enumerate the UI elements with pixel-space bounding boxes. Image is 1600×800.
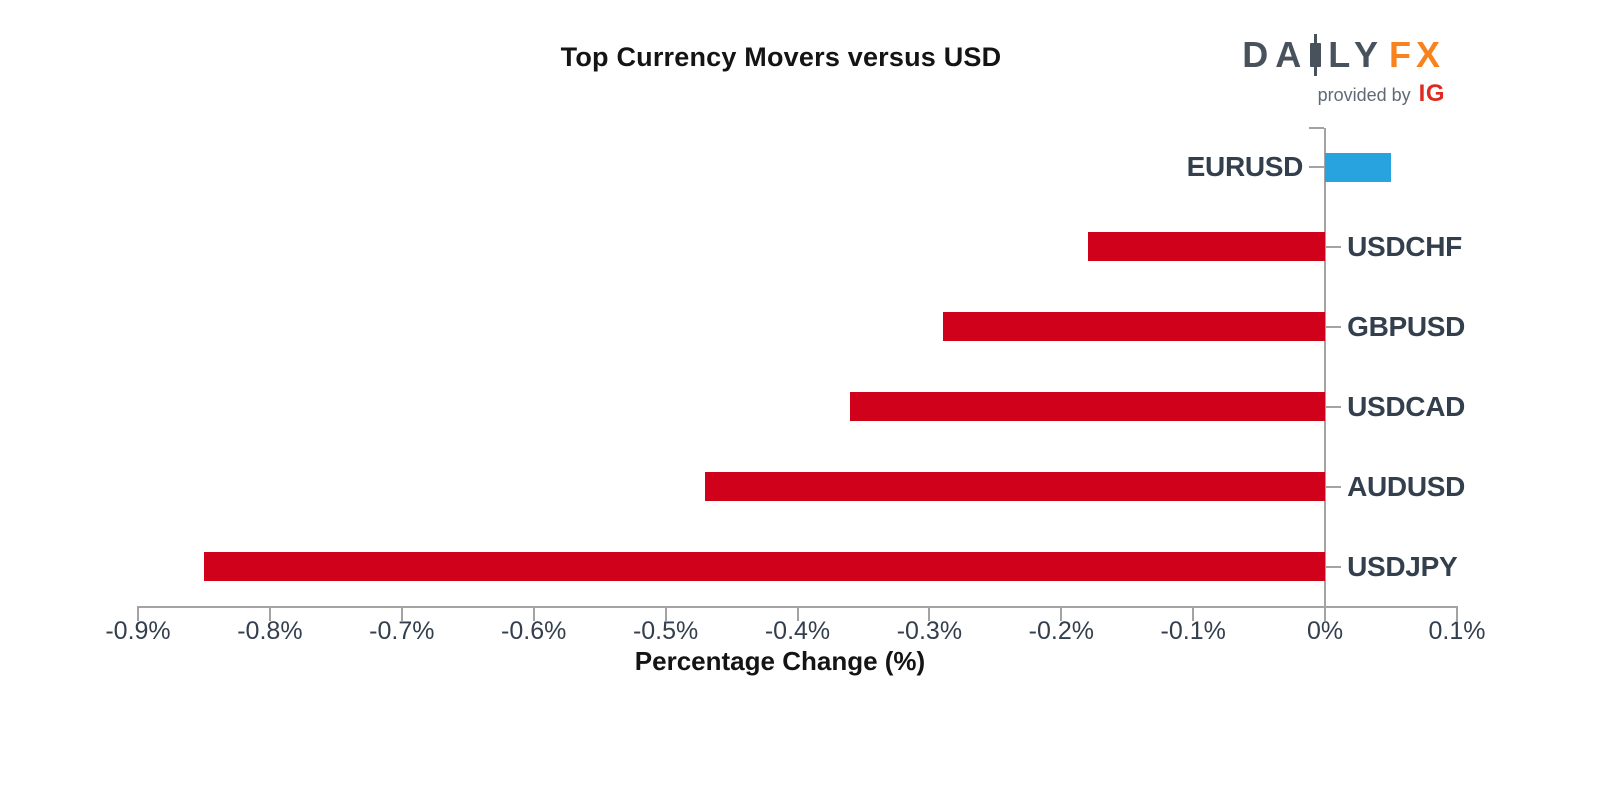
x-tick xyxy=(268,606,271,621)
category-tick-gbpusd xyxy=(1326,326,1342,328)
x-tick-label: -0.3% xyxy=(896,617,963,645)
category-tick-usdcad xyxy=(1326,406,1342,408)
x-tick xyxy=(400,606,403,621)
category-label-usdjpy: USDJPY xyxy=(1347,551,1458,582)
x-tick-label: 0% xyxy=(1307,617,1344,645)
x-tick xyxy=(928,606,931,621)
category-tick-eurusd xyxy=(1309,166,1325,168)
category-label-gbpusd: GBPUSD xyxy=(1347,311,1466,342)
provided-by-text: provided by xyxy=(1317,85,1411,105)
x-tick xyxy=(137,606,139,621)
x-tick-label: -0.4% xyxy=(764,617,831,645)
category-tick-usdchf xyxy=(1326,246,1342,248)
category-label-audusd: AUDUSD xyxy=(1347,471,1466,502)
x-tick xyxy=(532,606,535,621)
candlestick-icon xyxy=(1309,34,1322,76)
bar-audusd xyxy=(705,472,1326,501)
dailyfx-logo: DA LY FX provided by IG xyxy=(1242,33,1445,108)
x-tick xyxy=(1456,606,1458,621)
x-tick xyxy=(796,606,799,621)
x-tick-label: -0.7% xyxy=(369,617,435,645)
bar-usdcad xyxy=(850,392,1326,421)
x-tick xyxy=(1192,606,1195,621)
category-label-usdchf: USDCHF xyxy=(1347,231,1462,262)
x-tick-label: -0.2% xyxy=(1028,617,1094,645)
logo-text-ly: LY xyxy=(1328,34,1385,75)
x-tick xyxy=(664,606,667,621)
x-tick-label: -0.6% xyxy=(501,617,567,645)
category-tick-audusd xyxy=(1326,486,1342,488)
bar-usdjpy xyxy=(203,552,1326,581)
zero-axis-top-tick xyxy=(1309,127,1325,129)
bar-eurusd xyxy=(1325,153,1392,182)
category-label-eurusd: EURUSD xyxy=(1186,151,1304,182)
x-tick-label: -0.1% xyxy=(1160,617,1226,645)
category-tick-usdjpy xyxy=(1326,566,1342,568)
x-tick-label: -0.8% xyxy=(237,617,303,645)
dailyfx-wordmark: DA LY FX xyxy=(1242,33,1445,77)
chart-title: Top Currency Movers versus USD xyxy=(560,42,1002,72)
bar-gbpusd xyxy=(942,312,1326,341)
zero-axis-line xyxy=(1324,128,1327,608)
x-axis-title: Percentage Change (%) xyxy=(634,646,926,676)
bar-usdchf xyxy=(1087,232,1326,261)
x-tick-label: -0.5% xyxy=(632,617,699,645)
provided-by-line: provided by IG xyxy=(1242,80,1445,108)
category-label-usdcad: USDCAD xyxy=(1347,391,1466,422)
x-tick xyxy=(1324,606,1327,621)
logo-text-da: DA xyxy=(1242,34,1309,75)
logo-text-fx: FX xyxy=(1388,34,1445,75)
x-tick xyxy=(1060,606,1063,621)
ig-logo: IG xyxy=(1418,80,1445,107)
x-tick-label: -0.9% xyxy=(105,617,171,645)
x-tick-label: 0.1% xyxy=(1428,617,1486,645)
